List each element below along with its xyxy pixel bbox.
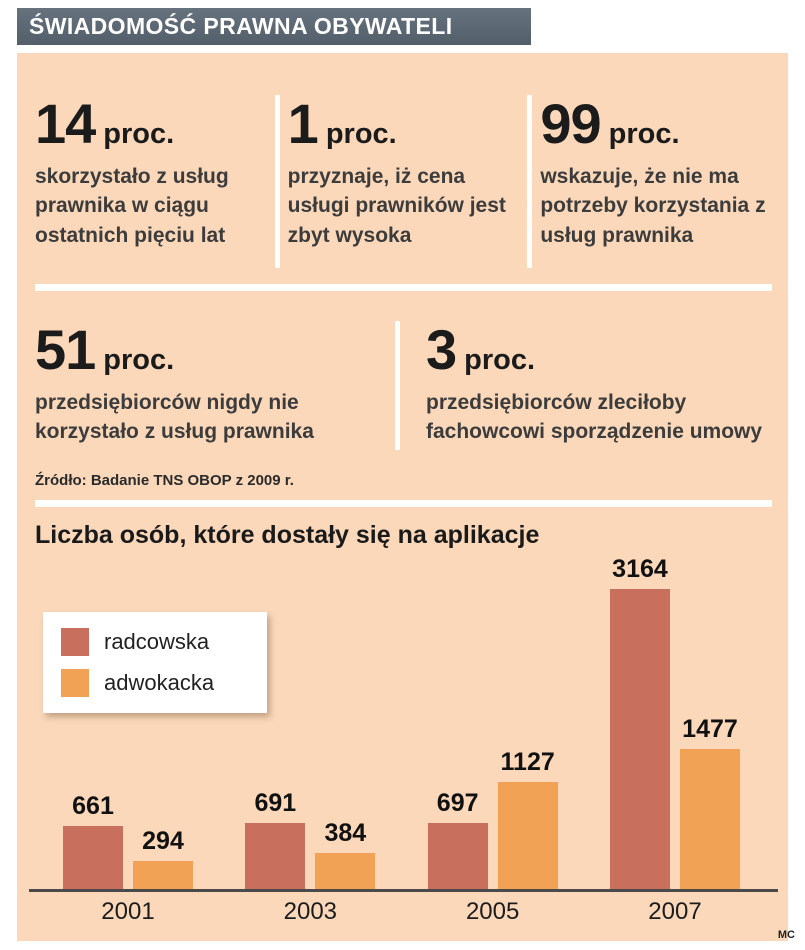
vertical-divider bbox=[527, 95, 533, 268]
legend-item-adwokacka: adwokacka bbox=[61, 669, 249, 697]
bar-column: 697 bbox=[427, 789, 488, 889]
bar-value-label: 697 bbox=[436, 789, 479, 817]
stats-row-bottom: 51 proc. przedsiębiorców nigdy nie korzys… bbox=[35, 318, 772, 450]
bar-column: 1127 bbox=[497, 748, 558, 889]
legend-swatch-adwokacka bbox=[61, 669, 89, 697]
x-axis-label: 2001 bbox=[101, 898, 155, 925]
chart-legend: radcowska adwokacka bbox=[43, 612, 267, 713]
legend-item-radcowska: radcowska bbox=[61, 628, 249, 656]
stat-number: 99 bbox=[540, 92, 601, 155]
stat-number: 14 bbox=[35, 92, 96, 155]
bar-column: 384 bbox=[315, 819, 376, 889]
page-title: ŚWIADOMOŚĆ PRAWNA OBYWATELI bbox=[17, 8, 531, 45]
stat-description: skorzystało z usług prawnika w ciągu ost… bbox=[35, 164, 229, 247]
x-axis-label: 2003 bbox=[283, 898, 338, 925]
bar-value-label: 294 bbox=[142, 827, 184, 855]
bar-column: 661 bbox=[63, 792, 123, 889]
stat-unit: proc. bbox=[103, 344, 175, 376]
bar-radcowska bbox=[245, 823, 306, 889]
stat-headline: 1 proc. bbox=[287, 92, 514, 155]
stat-block-3-proc: 3 proc. przedsiębiorców zleciłoby fachowc… bbox=[408, 318, 772, 450]
bar-radcowska bbox=[609, 589, 670, 889]
horizontal-divider bbox=[35, 284, 772, 291]
author-credit: MC bbox=[777, 929, 795, 941]
legend-swatch-radcowska bbox=[61, 628, 89, 656]
bar-groups: 661 294 691 384 697 1127 3164 1477 bbox=[35, 551, 772, 889]
bar-value-label: 3164 bbox=[612, 555, 668, 583]
stat-block-1-proc: 1 proc. przyznaje, iż cena usługi prawnik… bbox=[287, 92, 520, 268]
stat-number: 3 bbox=[426, 318, 457, 381]
stat-unit: proc. bbox=[464, 344, 536, 376]
chart-title: Liczba osób, które dostały się na aplika… bbox=[35, 521, 540, 549]
bar-adwokacka bbox=[315, 853, 376, 889]
source-note: Źródło: Badanie TNS OBOP z 2009 r. bbox=[35, 472, 294, 489]
infographic-panel: 14 proc. skorzystało z usług prawnika w c… bbox=[17, 53, 788, 941]
stat-headline: 3 proc. bbox=[426, 318, 772, 381]
x-axis-label: 2007 bbox=[648, 898, 702, 925]
bar-value-label: 1477 bbox=[682, 715, 738, 743]
bar-adwokacka bbox=[497, 782, 558, 889]
stat-unit: proc. bbox=[103, 118, 175, 150]
bar-column: 294 bbox=[133, 827, 193, 889]
stat-unit: proc. bbox=[608, 118, 680, 150]
bar-column: 3164 bbox=[609, 555, 670, 889]
stat-unit: proc. bbox=[325, 118, 397, 150]
stat-number: 51 bbox=[35, 318, 96, 381]
bar-radcowska bbox=[427, 823, 488, 889]
vertical-divider bbox=[395, 321, 400, 450]
stat-description: przedsiębiorców zleciłoby fachowcowi spo… bbox=[426, 390, 763, 444]
stat-block-51-proc: 51 proc. przedsiębiorców nigdy nie korzys… bbox=[35, 318, 387, 450]
bar-value-label: 661 bbox=[72, 792, 114, 820]
stat-description: przedsiębiorców nigdy nie korzystało z u… bbox=[35, 390, 314, 444]
x-axis-label: 2005 bbox=[465, 898, 520, 925]
x-axis-labels: 2001 2003 2005 2007 bbox=[35, 898, 772, 926]
vertical-divider bbox=[274, 95, 280, 268]
bar-adwokacka bbox=[679, 749, 740, 889]
bar-value-label: 691 bbox=[254, 789, 297, 817]
stat-headline: 51 proc. bbox=[35, 318, 387, 381]
stat-number: 1 bbox=[287, 92, 319, 155]
bar-group-2001: 661 294 bbox=[63, 792, 193, 889]
stat-block-14-proc: 14 proc. skorzystało z usług prawnika w c… bbox=[35, 92, 267, 268]
legend-label: adwokacka bbox=[104, 670, 215, 695]
stats-row-top: 14 proc. skorzystało z usług prawnika w c… bbox=[35, 92, 772, 268]
bar-value-label: 384 bbox=[324, 819, 367, 847]
bar-group-2005: 697 1127 bbox=[427, 748, 558, 889]
bar-column: 1477 bbox=[679, 715, 740, 889]
stat-description: wskazuje, że nie ma potrzeby korzystania… bbox=[540, 164, 766, 247]
legend-label: radcowska bbox=[104, 629, 210, 654]
horizontal-divider bbox=[35, 500, 772, 507]
bar-group-2003: 691 384 bbox=[245, 789, 376, 889]
x-axis-line bbox=[29, 889, 778, 892]
bar-chart: Liczba osób, które dostały się na aplika… bbox=[29, 521, 778, 926]
bar-group-2007: 3164 1477 bbox=[609, 555, 740, 889]
bar-column: 691 bbox=[245, 789, 306, 889]
bar-value-label: 1127 bbox=[500, 748, 555, 776]
stat-headline: 14 proc. bbox=[35, 92, 261, 155]
stat-description: przyznaje, iż cena usługi prawników jest… bbox=[287, 164, 506, 247]
stat-headline: 99 proc. bbox=[540, 92, 766, 155]
stat-block-99-proc: 99 proc. wskazuje, że nie ma potrzeby kor… bbox=[540, 92, 772, 268]
bar-radcowska bbox=[63, 826, 123, 889]
bar-adwokacka bbox=[133, 861, 193, 889]
